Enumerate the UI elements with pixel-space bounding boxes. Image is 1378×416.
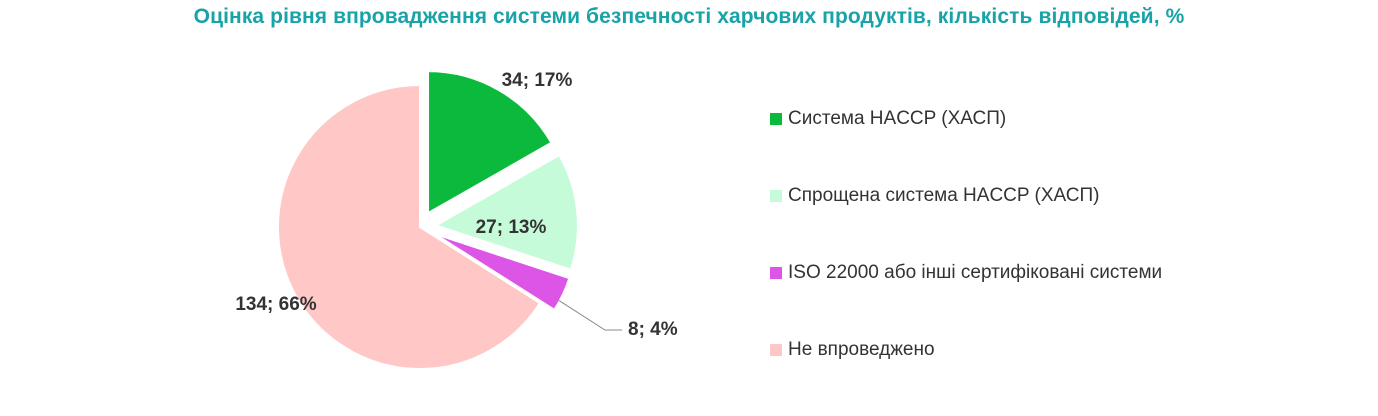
- legend-item-2: Спрощена система HACCP (ХАСП): [770, 185, 1370, 262]
- legend: Система HACCP (ХАСП) Спрощена система HAC…: [770, 108, 1370, 416]
- legend-label-4: Не впроведжено: [788, 339, 935, 360]
- leader-line: [558, 300, 622, 331]
- pie-slice-4: [277, 83, 542, 370]
- pie-slice-2: [433, 153, 579, 271]
- legend-swatch-4: [770, 344, 782, 356]
- data-label-3: 8; 4%: [628, 319, 678, 340]
- data-label-4: 134; 66%: [235, 294, 316, 315]
- pie-slice-1: [427, 70, 553, 215]
- legend-swatch-2: [770, 190, 782, 202]
- legend-label-2: Спрощена система HACCP (ХАСП): [788, 185, 1100, 206]
- legend-item-3: ISO 22000 або інші сертифіковані системи: [770, 262, 1370, 339]
- pie-slice-3: [433, 232, 571, 312]
- data-label-2: 27; 13%: [476, 217, 547, 238]
- chart-title: Оцінка рівня впровадження системи безпеч…: [193, 5, 1185, 28]
- legend-item-1: Система HACCP (ХАСП): [770, 108, 1370, 185]
- legend-label-1: Система HACCP (ХАСП): [788, 108, 1007, 129]
- legend-swatch-3: [770, 267, 782, 279]
- data-label-1: 34; 17%: [502, 70, 573, 91]
- legend-item-4: Не впроведжено: [770, 339, 1370, 416]
- legend-label-3: ISO 22000 або інші сертифіковані системи: [788, 262, 1163, 283]
- legend-swatch-1: [770, 113, 782, 125]
- pie-chart: 34; 17% 27; 13% 8; 4% 134; 66%: [235, 70, 678, 370]
